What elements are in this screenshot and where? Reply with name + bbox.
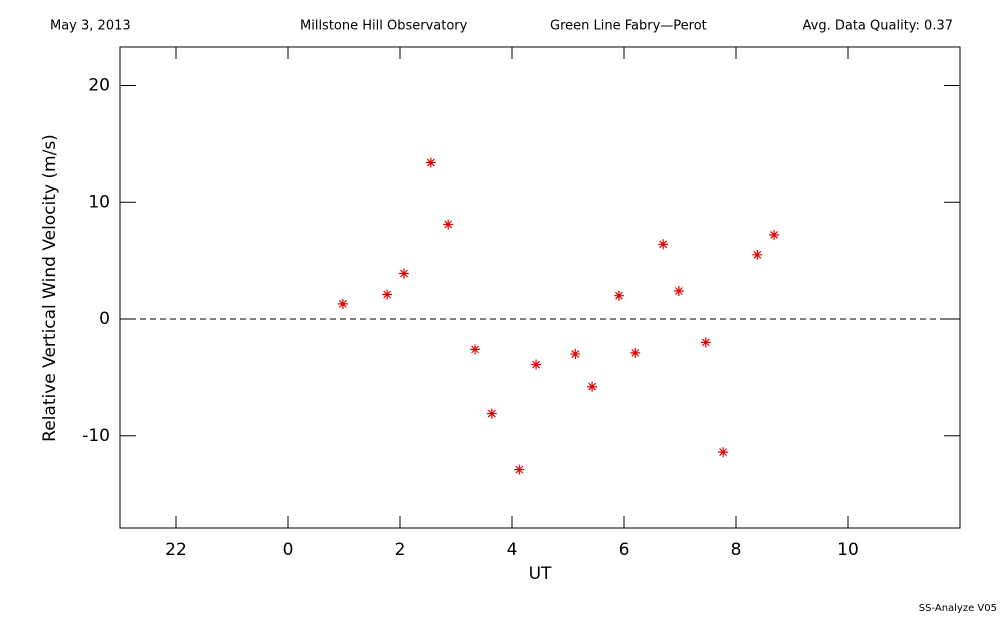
quality-header: Avg. Data Quality: 0.37 bbox=[803, 19, 953, 34]
data-point bbox=[531, 359, 542, 370]
x-tick-label: 4 bbox=[507, 540, 518, 560]
y-axis-label: Relative Vertical Wind Velocity (m/s) bbox=[40, 134, 60, 442]
data-point bbox=[673, 286, 684, 297]
data-point bbox=[613, 290, 624, 301]
data-point bbox=[514, 464, 525, 475]
data-point bbox=[570, 349, 581, 360]
plot-frame bbox=[119, 46, 961, 529]
x-tick-label: 2 bbox=[395, 540, 406, 560]
data-point bbox=[337, 298, 348, 309]
data-point bbox=[700, 337, 711, 348]
observatory-header: Millstone Hill Observatory bbox=[300, 19, 468, 34]
x-tick-label: 6 bbox=[619, 540, 630, 560]
data-point bbox=[769, 229, 780, 240]
footer: SS-Analyze V05 bbox=[919, 603, 997, 614]
x-tick-label: 0 bbox=[283, 540, 294, 560]
data-point bbox=[486, 408, 497, 419]
data-point bbox=[425, 157, 436, 168]
data-point bbox=[443, 219, 454, 230]
data-point bbox=[718, 447, 729, 458]
data-point bbox=[587, 381, 598, 392]
date-header: May 3, 2013 bbox=[50, 19, 131, 34]
x-tick-label: 8 bbox=[731, 540, 742, 560]
data-point bbox=[470, 344, 481, 355]
data-point bbox=[398, 268, 409, 279]
data-point bbox=[752, 249, 763, 260]
y-tick-label: -10 bbox=[82, 426, 110, 446]
x-tick-label: 10 bbox=[837, 540, 859, 560]
x-tick-label: 22 bbox=[165, 540, 187, 560]
instrument-header: Green Line Fabry—Perot bbox=[550, 19, 707, 34]
y-tick-label: 0 bbox=[99, 309, 110, 329]
y-tick-label: 20 bbox=[88, 76, 110, 96]
data-point bbox=[658, 239, 669, 250]
data-point bbox=[382, 289, 393, 300]
y-tick-label: 10 bbox=[88, 192, 110, 212]
data-point bbox=[630, 347, 641, 358]
x-axis-label: UT bbox=[529, 564, 552, 584]
